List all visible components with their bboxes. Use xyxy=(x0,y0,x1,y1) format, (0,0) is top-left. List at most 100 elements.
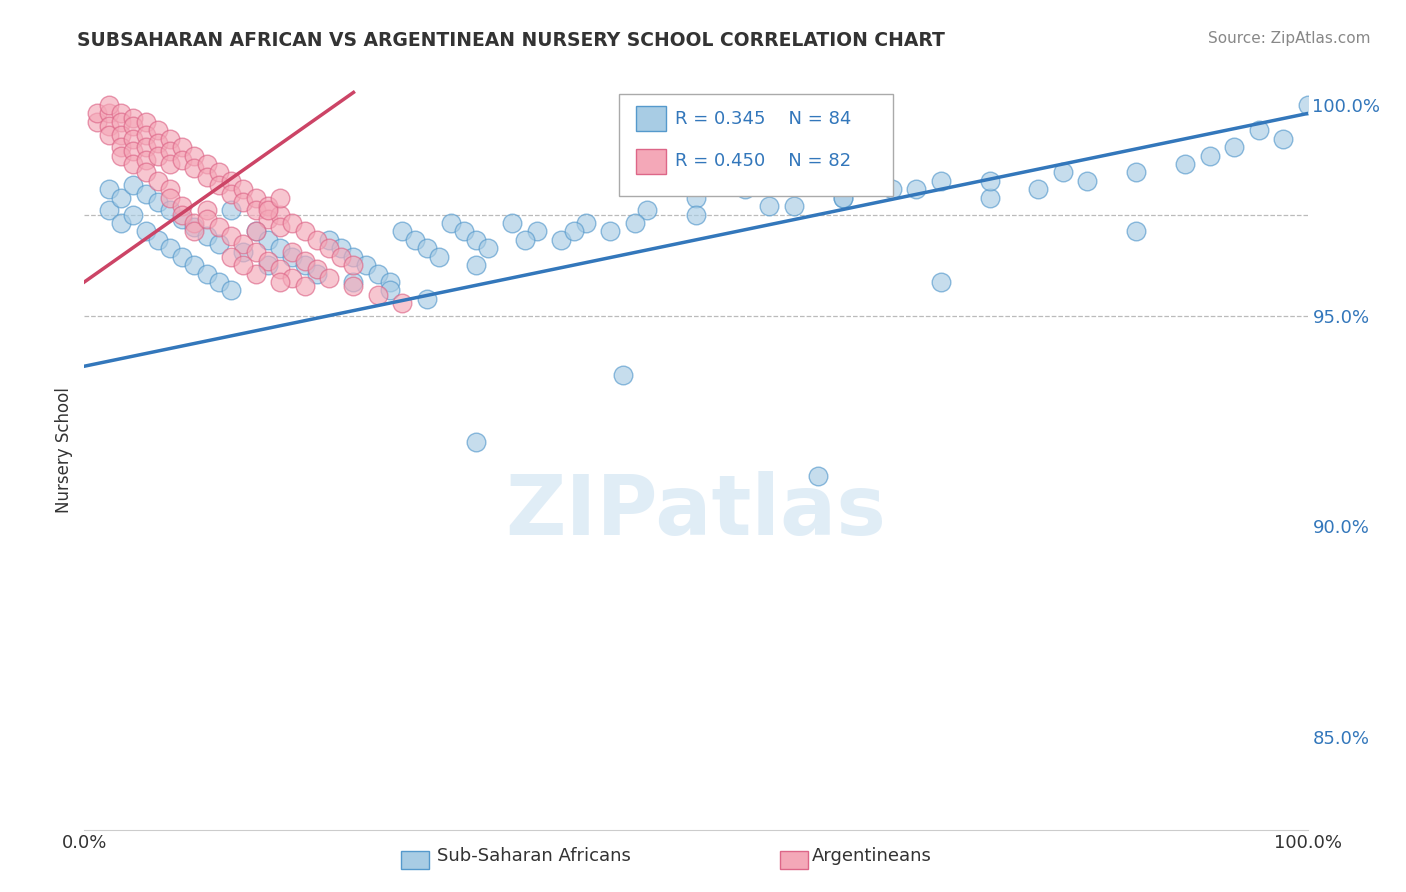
Point xyxy=(208,220,231,235)
Point xyxy=(464,233,486,247)
Point xyxy=(1198,148,1220,162)
Point xyxy=(183,216,205,230)
Point xyxy=(159,145,181,159)
Point xyxy=(831,191,853,205)
Point xyxy=(245,245,267,260)
Point xyxy=(208,165,231,179)
Point xyxy=(97,182,120,196)
Point xyxy=(172,199,194,213)
Text: Argentineans: Argentineans xyxy=(811,847,932,865)
Point xyxy=(1223,140,1246,154)
Point xyxy=(342,279,364,293)
Point xyxy=(219,284,242,298)
Point xyxy=(122,178,145,192)
Point xyxy=(159,182,181,196)
Text: SUBSAHARAN AFRICAN VS ARGENTINEAN NURSERY SCHOOL CORRELATION CHART: SUBSAHARAN AFRICAN VS ARGENTINEAN NURSER… xyxy=(77,31,945,50)
Point xyxy=(135,153,157,167)
Point xyxy=(1028,182,1050,196)
Point xyxy=(783,199,806,213)
Point xyxy=(195,157,218,171)
Point xyxy=(257,199,280,213)
Point xyxy=(110,115,132,129)
Point xyxy=(257,211,280,226)
Point xyxy=(195,267,218,281)
Point xyxy=(599,224,621,238)
Point xyxy=(135,140,157,154)
Point xyxy=(1052,165,1074,179)
Point xyxy=(245,191,267,205)
Point xyxy=(122,157,145,171)
Point xyxy=(172,208,194,222)
Point xyxy=(929,174,952,188)
Point xyxy=(97,203,120,218)
Point xyxy=(342,258,364,272)
Point xyxy=(404,233,426,247)
Point xyxy=(330,241,353,255)
Point xyxy=(232,258,254,272)
Y-axis label: Nursery School: Nursery School xyxy=(55,387,73,514)
Point xyxy=(172,250,194,264)
Point xyxy=(232,245,254,260)
Point xyxy=(685,191,707,205)
Point xyxy=(146,136,169,150)
Point xyxy=(380,284,402,298)
Point xyxy=(135,115,157,129)
Point xyxy=(380,275,402,289)
Point xyxy=(1296,98,1319,112)
Point xyxy=(440,216,463,230)
Point xyxy=(195,228,218,243)
Point xyxy=(257,258,280,272)
Point xyxy=(1174,157,1197,171)
Point xyxy=(232,237,254,252)
Point xyxy=(219,174,242,188)
Point xyxy=(86,106,108,120)
Point xyxy=(219,203,242,218)
Point xyxy=(232,194,254,209)
Point xyxy=(97,128,120,142)
Point xyxy=(122,111,145,125)
Point xyxy=(122,145,145,159)
Point xyxy=(146,174,169,188)
Point xyxy=(269,220,291,235)
Point xyxy=(195,211,218,226)
Point xyxy=(159,191,181,205)
Point xyxy=(367,287,389,301)
Point xyxy=(1247,123,1270,137)
Point xyxy=(245,267,267,281)
Point xyxy=(294,279,316,293)
Point xyxy=(294,253,316,268)
Point xyxy=(269,191,291,205)
Point xyxy=(183,224,205,238)
Point xyxy=(624,216,647,230)
Point xyxy=(208,237,231,252)
Point xyxy=(305,233,328,247)
Text: R = 0.450    N = 82: R = 0.450 N = 82 xyxy=(675,152,851,169)
Point xyxy=(195,169,218,184)
Point xyxy=(342,250,364,264)
Text: Source: ZipAtlas.com: Source: ZipAtlas.com xyxy=(1208,31,1371,46)
Point xyxy=(159,132,181,146)
Point xyxy=(416,292,439,306)
Point xyxy=(758,199,780,213)
Point xyxy=(464,435,486,450)
Point xyxy=(159,241,181,255)
Point xyxy=(219,228,242,243)
Point xyxy=(831,191,853,205)
Point xyxy=(318,270,340,285)
Point xyxy=(208,178,231,192)
Point xyxy=(219,186,242,201)
Point xyxy=(110,148,132,162)
Point xyxy=(135,186,157,201)
Point xyxy=(110,128,132,142)
Point xyxy=(1125,224,1147,238)
Point xyxy=(245,224,267,238)
Point xyxy=(281,216,304,230)
Point xyxy=(110,191,132,205)
Point xyxy=(427,250,450,264)
Point xyxy=(526,224,548,238)
Point xyxy=(550,233,572,247)
Point xyxy=(257,253,280,268)
Point xyxy=(135,128,157,142)
Point xyxy=(305,267,328,281)
Point xyxy=(122,208,145,222)
